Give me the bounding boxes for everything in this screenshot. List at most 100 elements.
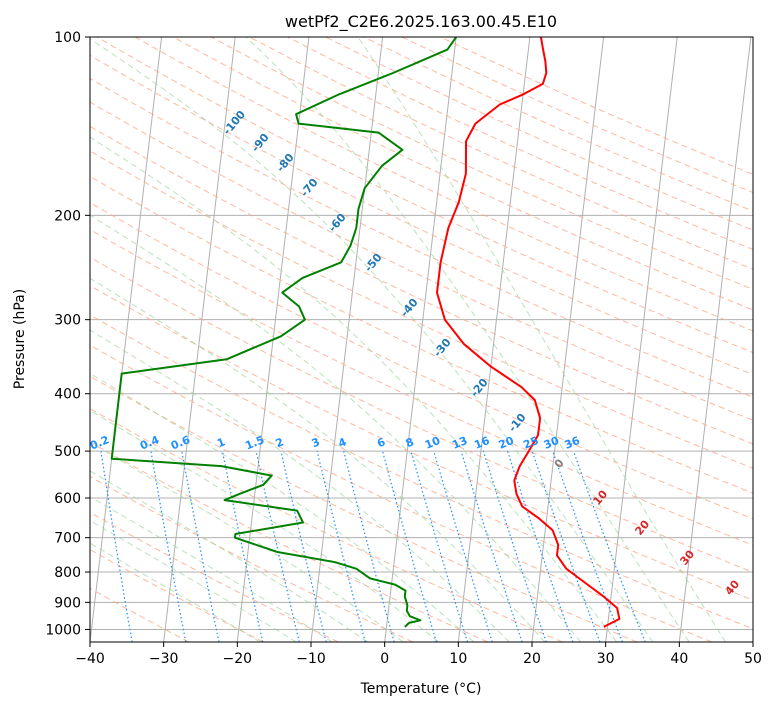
dry-adiabat-line (90, 77, 753, 398)
data-series (110, 37, 621, 628)
dry-adiabat-label: -100 (220, 108, 248, 138)
mixing-ratio-line (382, 450, 437, 642)
y-tick-label: 500 (54, 444, 81, 460)
mixing-ratio-line (181, 450, 220, 642)
dry-adiabat-line (96, 37, 753, 354)
mixing-ratio-line (255, 450, 300, 642)
dry-adiabat-line (172, 37, 753, 311)
moist-adiabat-label: 20 (632, 517, 652, 537)
dry-adiabat-label: -40 (398, 296, 421, 320)
mixing-ratio-label: 25 (521, 434, 540, 452)
x-tick-label: 10 (449, 651, 467, 667)
mixing-ratio-label: 6 (375, 435, 387, 450)
x-tick-label: 30 (597, 651, 615, 667)
dry-adiabat-line (90, 228, 753, 546)
dry-adiabat-label: -90 (249, 131, 272, 155)
dry-adiabat-label: -10 (506, 411, 529, 435)
y-tick-label: 700 (54, 531, 81, 547)
y-tick-label: 1000 (45, 622, 81, 638)
dewpoint-profile-line (110, 37, 458, 628)
mixing-ratio-line (221, 450, 264, 642)
dry-adiabat-line (90, 511, 339, 642)
moist-adiabat-line (90, 470, 368, 642)
mixing-ratio-line (100, 451, 133, 642)
moist-adiabat-label: 30 (677, 547, 697, 567)
dry-adiabat-label: -50 (362, 251, 385, 275)
moist-adiabat-line (90, 441, 404, 642)
y-tick-label: 300 (54, 313, 81, 329)
x-tick-label: −30 (149, 651, 179, 667)
mixing-ratio-label: 13 (450, 434, 469, 452)
x-tick-label: 50 (744, 651, 762, 667)
y-axis-ticks: 1000 900 800 700 600 500 400 300 200 100 (45, 30, 90, 638)
mixing-ratio-line (343, 450, 395, 642)
isotherm-line (163, 37, 236, 642)
mixing-ratio-line (552, 450, 623, 642)
mixing-ratio-line (150, 451, 187, 642)
mixing-ratio-label: 4 (336, 435, 348, 450)
chart-title: wetPf2_C2E6.2025.163.00.45.E10 (285, 12, 557, 32)
moist-adiabat-line (90, 214, 582, 642)
dry-adiabat-line (363, 37, 753, 212)
moist-adiabat-label: 10 (590, 487, 610, 507)
dry-adiabat-line (90, 285, 753, 601)
y-axis-label: Pressure (hPa) (12, 289, 28, 389)
plot-area: 0.1 0.2 0.4 0.6 1 1.5 2 3 4 6 8 10 13 16 20 25 30 36-100-… (90, 37, 753, 642)
dry-adiabat-line (325, 37, 753, 231)
dry-adiabat-line (90, 125, 753, 445)
dry-adiabat-line (90, 54, 753, 376)
temperature-profile-line (436, 37, 621, 628)
y-tick-label: 400 (54, 387, 81, 403)
moist-adiabat-line (90, 329, 510, 642)
dry-adiabat-line (90, 408, 563, 642)
mixing-ratio-line (410, 450, 469, 642)
mixing-ratio-label: 30 (542, 434, 561, 452)
x-tick-label: −20 (223, 651, 253, 667)
mixing-ratio-label: 1 (215, 435, 227, 450)
dry-adiabat-line (90, 475, 414, 642)
y-tick-label: 100 (54, 30, 81, 46)
moist-adiabat-line (357, 37, 727, 642)
mixing-ratio-line (433, 450, 493, 642)
y-tick-label: 800 (54, 565, 81, 581)
mixing-ratio-label: 0.6 (169, 433, 192, 452)
dry-adiabat-line (90, 375, 638, 642)
plot-frame (89, 36, 754, 643)
isotherm-line (90, 37, 163, 642)
x-axis-label: Temperature (°C) (360, 681, 482, 697)
x-tick-label: −40 (75, 651, 105, 667)
mixing-ratio-label: 2 (274, 435, 286, 450)
background-lines (90, 37, 753, 642)
mixing-ratio-line (506, 450, 574, 642)
dry-adiabat-line (90, 150, 753, 469)
moist-adiabat-line (245, 37, 690, 642)
x-tick-label: 40 (670, 651, 688, 667)
moist-adiabat-line (90, 496, 333, 642)
dry-adiabat-line (90, 549, 264, 642)
mixing-ratio-label: 8 (404, 435, 416, 450)
mixing-ratio-line (280, 450, 327, 642)
isotherm-line (310, 37, 384, 642)
y-tick-label: 900 (54, 595, 81, 611)
isotherm-line (384, 37, 457, 642)
dry-adiabat-line (90, 441, 488, 642)
inline-line-labels: 0.1 0.2 0.4 0.6 1 1.5 2 3 4 6 8 10 13 16 20 25 30 36-100-… (90, 108, 742, 598)
moist-adiabat-label: 0 (552, 456, 567, 470)
x-axis-ticks: −40 −30 −20 −10 0 10 20 30 40 50 (75, 642, 762, 667)
isotherm-line (605, 37, 678, 642)
mixing-ratio-label: 10 (423, 434, 442, 452)
mixing-ratio-line (531, 450, 601, 642)
x-tick-label: 20 (523, 651, 541, 667)
mixing-ratio-line (482, 450, 547, 642)
moist-adiabat-line (90, 520, 297, 642)
dry-adiabat-line (90, 587, 190, 642)
y-tick-label: 200 (54, 208, 81, 224)
mixing-ratio-label: 1.5 (243, 433, 266, 452)
mixing-ratio-line (460, 450, 523, 642)
mixing-ratio-label: 0.4 (138, 433, 161, 452)
mixing-ratio-line (572, 450, 646, 642)
moist-adiabat-line (90, 372, 475, 642)
isotherm-line (678, 37, 752, 642)
y-tick-label: 600 (54, 491, 81, 507)
